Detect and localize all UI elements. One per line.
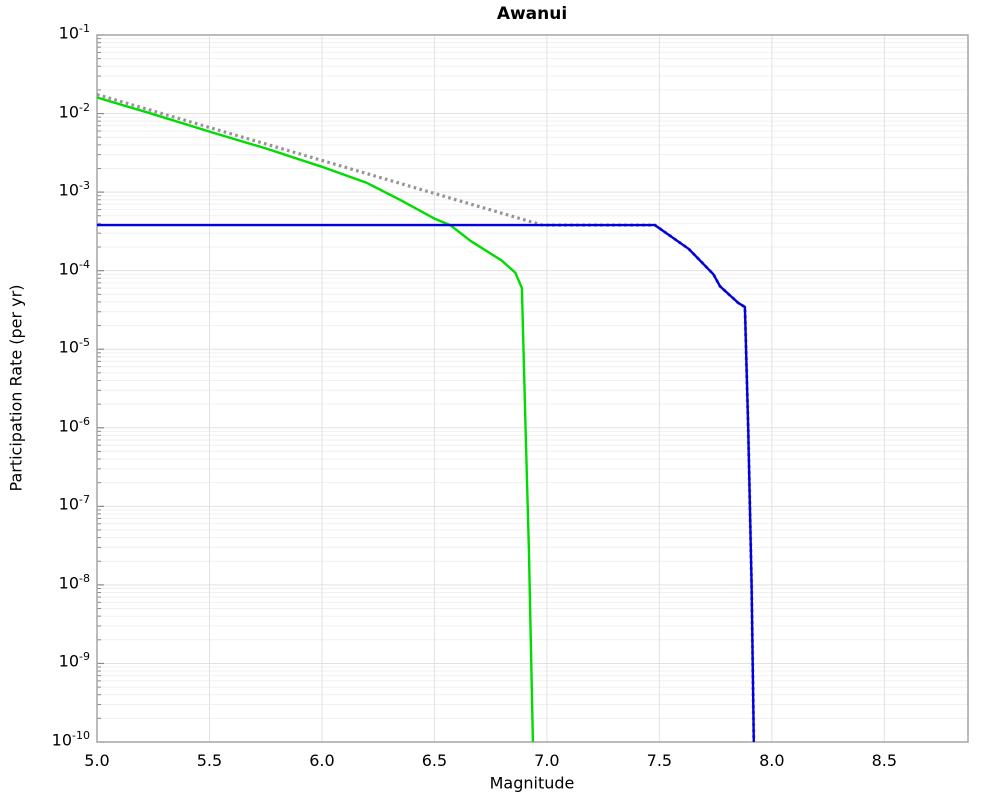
y-tick-label: 10-4 [58, 257, 90, 278]
y-tick-label: 10-3 [58, 179, 90, 200]
x-axis-title: Magnitude [489, 773, 575, 793]
x-tick-label: 5.0 [84, 751, 110, 770]
y-tick-label: 10-7 [58, 493, 90, 514]
x-tick-label: 7.0 [534, 751, 560, 770]
plot-frame [96, 34, 969, 743]
y-tick-label: 10-8 [58, 571, 90, 593]
x-tick-label: 7.5 [646, 751, 673, 770]
y-tick-label: 10-10 [51, 729, 90, 750]
y-tick-label: 10-9 [58, 650, 90, 671]
x-tick-label: 5.5 [196, 751, 223, 770]
y-tick-label: 10-6 [58, 414, 90, 436]
blue-solid-curve-line [97, 223, 755, 743]
y-tick-label: 10-2 [58, 100, 90, 121]
x-tick-label: 6.0 [309, 751, 335, 770]
y-tick-label: 10-5 [58, 336, 90, 357]
x-tick-label: 8.5 [871, 751, 898, 770]
green-solid-curve-line [96, 96, 535, 743]
chart-title: Awanui [496, 4, 568, 24]
y-tick-label: 10-1 [58, 22, 90, 43]
x-tick-label: 6.5 [421, 751, 448, 770]
x-tick-label: 8.0 [759, 751, 785, 770]
